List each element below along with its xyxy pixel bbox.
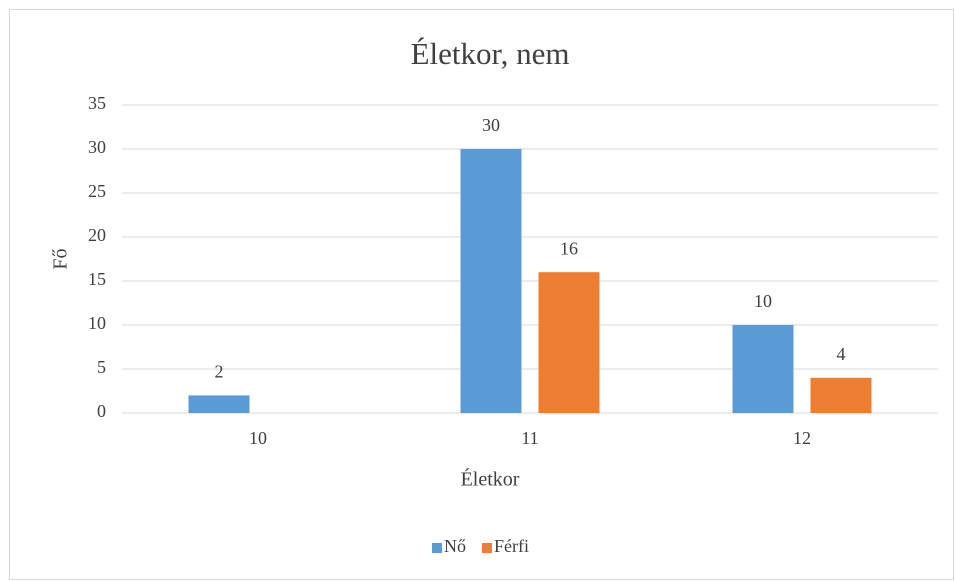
- y-tick-label: 5: [97, 357, 106, 377]
- y-tick-label: 35: [88, 93, 106, 113]
- y-tick-label: 20: [88, 225, 106, 245]
- legend-label: Nő: [444, 536, 466, 556]
- data-label: 10: [754, 291, 772, 311]
- legend-swatch: [482, 543, 492, 553]
- bar: [732, 325, 794, 413]
- bar: [460, 149, 522, 413]
- y-tick-label: 10: [88, 313, 106, 333]
- y-axis-title: Fő: [50, 248, 72, 269]
- bar: [538, 272, 600, 413]
- bar: [188, 395, 250, 413]
- chart-title: Életkor, nem: [411, 36, 570, 71]
- legend-label: Férfi: [494, 536, 529, 556]
- bar: [810, 377, 872, 413]
- data-label: 16: [560, 238, 578, 258]
- y-tick-label: 15: [88, 269, 106, 289]
- x-tick-label: 12: [793, 428, 811, 448]
- x-axis-title: Életkor: [461, 468, 520, 491]
- y-tick-label: 25: [88, 181, 106, 201]
- data-label: 4: [837, 344, 846, 364]
- data-label: 30: [482, 115, 500, 135]
- data-label: 2: [215, 362, 224, 382]
- x-tick-label: 11: [521, 428, 538, 448]
- x-tick-label: 10: [249, 428, 267, 448]
- legend-swatch: [432, 543, 442, 553]
- y-tick-label: 0: [97, 401, 106, 421]
- y-tick-label: 30: [88, 137, 106, 157]
